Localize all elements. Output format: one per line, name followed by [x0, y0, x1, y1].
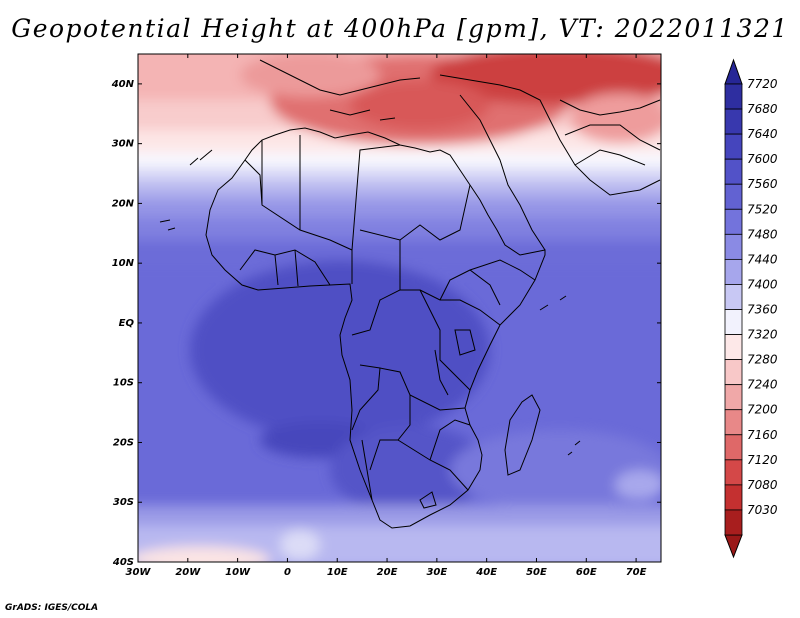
colorbar-label: 7080 [747, 478, 778, 492]
colorbar-swatch [724, 509, 743, 536]
colorbar-label: 7280 [747, 353, 778, 367]
lon-tick-label: 60E [576, 567, 597, 578]
lon-tick-label: 0 [284, 567, 291, 578]
lat-tick-label: 30S [113, 497, 134, 508]
lat-tick-label: 30N [112, 139, 135, 150]
lon-tick-label: 40E [475, 567, 497, 578]
lon-tick-label: 20E [377, 567, 398, 578]
colorbar-label: 7320 [747, 328, 778, 342]
map-axes: 30W 20W 10W 0 10E 20E 30E 40E 50E 60E 70E 40N 30N 20N… [111, 54, 661, 578]
colorbar-label: 7680 [747, 102, 778, 116]
lon-tick-label: 10W [225, 567, 251, 578]
colorbar-bottom-arrow [724, 534, 743, 559]
colorbar-label: 7360 [747, 303, 778, 317]
coastlines [159, 59, 661, 529]
lon-tick-label: 30W [126, 567, 152, 578]
colorbar-label: 7720 [747, 77, 778, 91]
colorbar-label: 7120 [747, 453, 778, 467]
map-title: Geopotential Height at 400hPa [gpm], VT:… [11, 14, 789, 43]
lat-tick-label: 10N [112, 258, 135, 269]
colorbar-swatch [724, 359, 743, 386]
lon-tick-label: 20W [175, 567, 201, 578]
colorbar-swatch [724, 208, 743, 235]
lat-tick-label: 10S [113, 378, 134, 389]
colorbar-label: 7440 [747, 252, 778, 266]
lon-tick-label: 70E [626, 567, 647, 578]
colorbar-swatch [724, 158, 743, 185]
lon-tick-label: 30E [426, 567, 447, 578]
colorbar-label: 7520 [747, 202, 778, 216]
colorbar-swatch [724, 334, 743, 361]
colorbar-label: 7400 [747, 277, 778, 291]
colorbar-swatch [724, 183, 743, 210]
lat-tick-label: 20S [113, 437, 134, 448]
colorbar-swatch [724, 108, 743, 135]
colorbar-label: 7640 [747, 127, 778, 141]
colorbar-swatch [724, 133, 743, 160]
map-frame [137, 53, 662, 563]
colorbar-label: 7560 [747, 177, 778, 191]
colorbar-swatch [724, 484, 743, 511]
shaded-field [138, 54, 661, 562]
colorbar-label: 7160 [747, 428, 778, 442]
lat-tick-label: EQ [119, 318, 135, 329]
colorbar-swatch [724, 233, 743, 260]
lat-tick-label: 40S [112, 557, 134, 568]
grads-credit: GrADS: IGES/COLA [5, 603, 99, 613]
colorbar-label: 7240 [747, 378, 778, 392]
lat-tick-label: 20N [112, 198, 135, 209]
colorbar: 7720 7680 7640 7600 7560 7520 7480 7440 7400 7360… [724, 58, 778, 559]
lon-tick-label: 10E [327, 567, 348, 578]
colorbar-swatch [724, 258, 743, 285]
lon-tick-label: 50E [526, 567, 547, 578]
colorbar-swatch [724, 384, 743, 411]
lat-tick-label: 40N [111, 79, 135, 90]
colorbar-swatch [724, 409, 743, 436]
colorbar-label: 7030 [747, 503, 778, 517]
colorbar-swatch [724, 434, 743, 461]
colorbar-swatch [724, 83, 743, 110]
colorbar-swatch [724, 284, 743, 310]
colorbar-label: 7600 [747, 152, 778, 166]
colorbar-label: 7200 [747, 403, 778, 417]
colorbar-swatch [724, 309, 743, 335]
colorbar-top-arrow [724, 58, 743, 85]
colorbar-swatch [724, 459, 743, 486]
colorbar-label: 7480 [747, 227, 778, 241]
